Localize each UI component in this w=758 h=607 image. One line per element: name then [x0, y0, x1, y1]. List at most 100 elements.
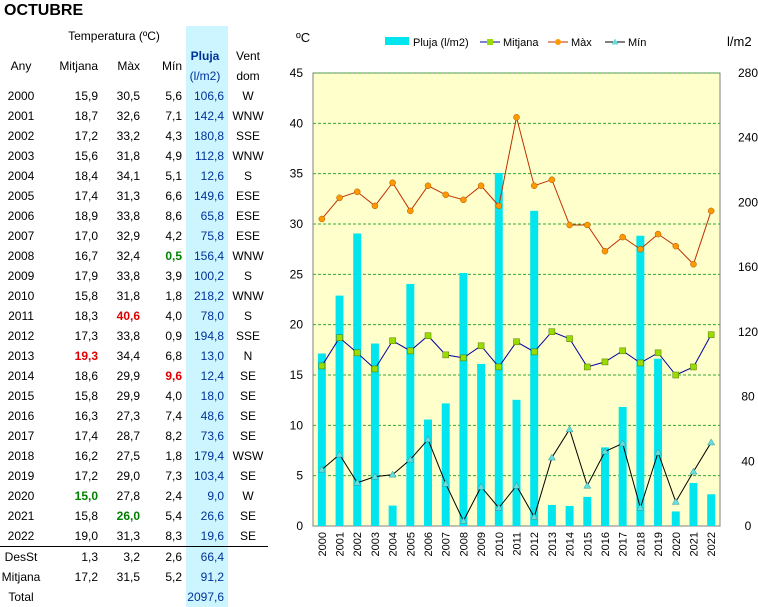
wind-cell: WNW: [232, 149, 264, 163]
max-point: [336, 194, 343, 202]
summary-mean: 17,2: [74, 570, 98, 584]
max-header: Màx: [117, 59, 140, 73]
rain-cell: 9,0: [186, 486, 228, 506]
mean-point: [477, 342, 485, 350]
max-cell: 26,0: [116, 509, 140, 523]
year-cell: 2018: [7, 449, 35, 463]
table-row: 2002 17,2 33,2 4,3 180,8 SSE: [0, 126, 268, 146]
year-cell: 2008: [7, 249, 35, 263]
wind-cell: W: [242, 489, 254, 503]
summary-min: 5,2: [165, 570, 182, 584]
max-cell: 29,9: [116, 389, 140, 403]
wind-cell: SE: [239, 389, 256, 403]
max-cell: 31,3: [116, 529, 140, 543]
max-point: [353, 188, 361, 196]
rain-cell: 65,8: [186, 206, 228, 226]
mean-point: [442, 351, 449, 359]
year-cell: 2020: [7, 489, 35, 503]
rain-bar: [424, 419, 433, 526]
table-row: 2018 16,2 27,5 1,8 179,4 WSW: [0, 446, 268, 466]
wind-header-label: Vent: [235, 49, 261, 63]
max-point: [619, 233, 626, 241]
temperature-group-header: Temperatura (ºC): [68, 29, 160, 43]
min-cell: 4,3: [165, 129, 182, 143]
table-row: 2000 15,9 30,5 5,6 106,6 W: [0, 86, 268, 106]
mean-cell: 16,2: [74, 449, 98, 463]
max-cell: 33,8: [116, 329, 140, 343]
x-tick-label: 2006: [423, 532, 435, 556]
wind-header: Vent dom: [228, 46, 268, 86]
x-tick-label: 2011: [512, 532, 524, 556]
rain-cell: 106,6: [186, 86, 228, 106]
max-point: [654, 230, 662, 238]
series-line-mín: [321, 428, 712, 523]
rain-bar: [671, 511, 680, 526]
mean-cell: 15,8: [74, 389, 98, 403]
wind-cell: WNW: [232, 289, 264, 303]
max-point: [318, 215, 326, 223]
summary-label: DesSt: [0, 546, 42, 567]
x-tick-label: 2014: [565, 532, 577, 556]
table-row: 2008 16,7 32,4 0,5 156,4 WNW: [0, 246, 268, 266]
summary-rain: 2097,6: [186, 587, 228, 607]
table-row: 2019 17,2 29,0 7,3 103,4 SE: [0, 466, 268, 486]
mean-cell: 17,9: [74, 269, 98, 283]
rain-bar: [565, 505, 574, 526]
mean-point: [353, 349, 361, 357]
rain-cell: 142,4: [186, 106, 228, 126]
summary-row: DesSt 1,3 3,2 2,6 66,4: [0, 546, 268, 567]
max-cell: 32,4: [116, 249, 140, 263]
wind-cell: WNW: [232, 249, 264, 263]
left-tick-label: 40: [290, 116, 304, 130]
table-row: 2007 17,0 32,9 4,2 75,8 ESE: [0, 226, 268, 246]
rain-cell: 73,6: [186, 426, 228, 446]
rain-bar: [353, 233, 362, 526]
min-cell: 5,4: [165, 509, 182, 523]
max-point: [442, 191, 449, 199]
wind-cell: SE: [239, 429, 256, 443]
mean-point: [530, 348, 538, 356]
mean-header: Mitjana: [59, 59, 98, 73]
rain-bar: [317, 353, 326, 526]
x-tick-label: 2002: [352, 532, 364, 556]
wind-cell: W: [242, 89, 254, 103]
table-row: 2016 16,3 27,3 7,4 48,6 SE: [0, 406, 268, 426]
year-cell: 2006: [7, 209, 35, 223]
max-cell: 31,8: [116, 289, 140, 303]
wind-cell: N: [243, 349, 253, 363]
rain-cell: 149,6: [186, 186, 228, 206]
mean-cell: 15,0: [74, 489, 98, 503]
rain-header: Pluja (l/m2): [186, 46, 228, 86]
max-point: [477, 182, 485, 189]
legend-swatch: [385, 37, 409, 45]
rain-cell: 12,4: [186, 366, 228, 386]
rain-bar: [547, 504, 556, 526]
min-cell: 8,3: [165, 529, 182, 543]
table-row: 2015 15,8 29,9 4,0 18,0 SE: [0, 386, 268, 406]
mean-point: [619, 347, 626, 355]
max-point: [513, 114, 520, 121]
rain-bar: [406, 283, 415, 526]
right-tick-label: 80: [741, 390, 755, 404]
min-cell: 1,8: [165, 289, 182, 303]
x-tick-label: 2003: [370, 532, 382, 556]
year-cell: 2016: [7, 409, 35, 423]
max-cell: 40,6: [116, 309, 140, 323]
min-point: [459, 516, 468, 524]
max-point: [690, 261, 697, 268]
mean-cell: 18,4: [74, 169, 98, 183]
right-tick-label: 40: [741, 454, 755, 468]
min-point: [671, 497, 680, 505]
summary-max: 31,5: [116, 570, 140, 584]
max-cell: 31,8: [116, 149, 140, 163]
rain-bar: [636, 235, 645, 527]
mean-cell: 15,9: [74, 89, 98, 103]
mean-cell: 18,3: [74, 309, 98, 323]
legend-label: Pluja (l/m2): [413, 37, 469, 49]
max-cell: 27,3: [116, 409, 140, 423]
mean-point: [495, 363, 503, 371]
summary-row: Mitjana 17,2 31,5 5,2 91,2: [0, 567, 268, 587]
table-row: 2012 17,3 33,8 0,9 194,8 SSE: [0, 326, 268, 346]
plot-area: [312, 72, 721, 527]
mean-cell: 16,3: [74, 409, 98, 423]
